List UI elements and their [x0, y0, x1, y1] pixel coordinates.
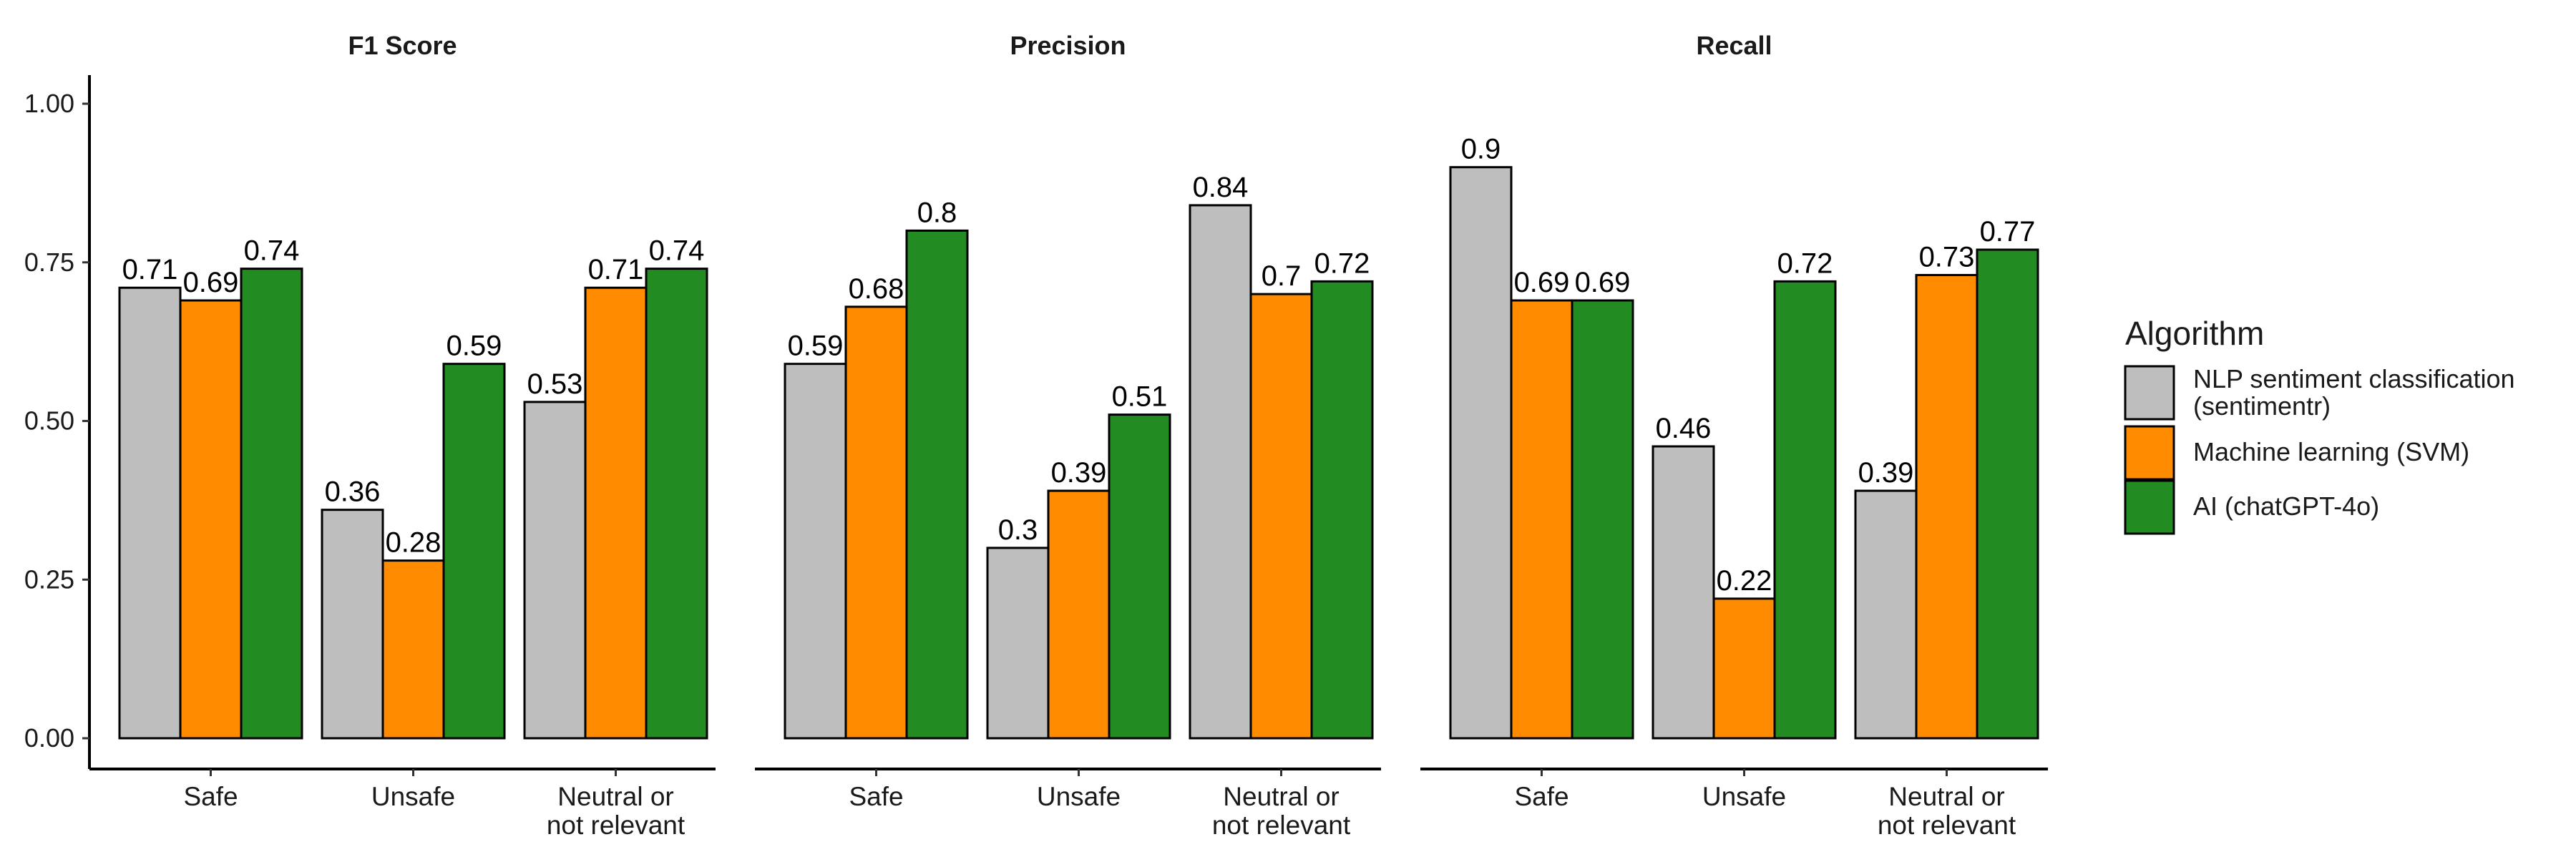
x-tick-label: Unsafe	[371, 782, 455, 811]
data-label: 0.68	[849, 273, 904, 305]
x-tick-label: Unsafe	[1037, 782, 1121, 811]
bar	[1310, 280, 1374, 740]
data-label: 0.39	[1051, 457, 1107, 489]
data-label: 0.46	[1656, 413, 1712, 444]
legend-label: NLP sentiment classification	[2193, 364, 2515, 393]
y-tick-label: 0.25	[24, 564, 74, 594]
data-label: 0.74	[244, 235, 300, 267]
bar	[1773, 280, 1837, 740]
bar	[1571, 299, 1634, 740]
data-label: 0.59	[447, 330, 502, 362]
bar	[784, 363, 847, 740]
y-tick-label: 1.00	[24, 89, 74, 118]
x-tick-label: Neutral or	[557, 782, 673, 811]
bar	[1976, 248, 2039, 740]
x-tick-label: not relevant	[547, 810, 686, 840]
data-label: 0.9	[1461, 134, 1501, 165]
bar	[844, 305, 908, 740]
data-label: 0.39	[1858, 457, 1914, 489]
data-label: 0.71	[588, 254, 644, 285]
x-tick-label: not relevant	[1212, 810, 1351, 840]
legend-label: (sentimentr)	[2193, 391, 2331, 421]
data-label: 0.69	[183, 267, 239, 298]
data-label: 0.72	[1777, 248, 1833, 279]
bar	[179, 299, 243, 740]
bar	[1510, 299, 1574, 740]
x-tick-label: Safe	[849, 782, 903, 811]
x-tick-label: Neutral or	[1888, 782, 2004, 811]
x-tick-label: not relevant	[1878, 810, 2016, 840]
facet-title: Recall	[1696, 31, 1772, 60]
y-tick-label: 0.00	[24, 723, 74, 753]
bar	[1712, 597, 1776, 740]
bar	[1189, 204, 1252, 740]
x-tick-label: Safe	[1514, 782, 1568, 811]
data-label: 0.73	[1919, 241, 1975, 273]
legend-key	[2124, 365, 2175, 421]
bar	[1854, 489, 1918, 740]
data-label: 0.72	[1314, 248, 1370, 279]
bar	[381, 559, 445, 740]
y-tick-label: 0.75	[24, 248, 74, 277]
data-label: 0.3	[998, 514, 1038, 546]
bar	[1915, 273, 1979, 740]
data-label: 0.74	[649, 235, 705, 267]
data-label: 0.22	[1717, 565, 1772, 597]
data-label: 0.51	[1112, 381, 1168, 413]
bar	[1652, 445, 1715, 740]
bar	[442, 363, 506, 740]
data-label: 0.28	[386, 527, 441, 559]
bar	[523, 401, 587, 740]
bar	[645, 268, 708, 740]
bar	[905, 229, 969, 740]
legend-label: Machine learning (SVM)	[2193, 437, 2469, 466]
data-label: 0.8	[917, 197, 957, 228]
data-label: 0.69	[1575, 267, 1631, 298]
data-label: 0.69	[1514, 267, 1570, 298]
x-tick-label: Neutral or	[1223, 782, 1339, 811]
bar	[240, 268, 303, 740]
bar	[1108, 413, 1171, 740]
x-tick-label: Safe	[183, 782, 238, 811]
legend-label: AI (chatGPT-4o)	[2193, 491, 2379, 521]
x-tick-label: Unsafe	[1702, 782, 1786, 811]
legend-title: Algorithm	[2125, 315, 2264, 352]
bar	[1449, 166, 1513, 740]
legend-key	[2124, 425, 2175, 481]
data-label: 0.77	[1980, 216, 2036, 248]
data-label: 0.71	[122, 254, 178, 285]
data-label: 0.53	[527, 368, 583, 400]
y-tick-label: 0.50	[24, 406, 74, 436]
data-label: 0.7	[1262, 260, 1302, 292]
facet-title: F1 Score	[348, 31, 457, 60]
data-label: 0.36	[325, 476, 381, 508]
data-label: 0.59	[788, 330, 844, 362]
data-label: 0.84	[1193, 172, 1249, 203]
bar	[986, 547, 1050, 740]
bar	[321, 509, 384, 740]
bar	[1047, 489, 1111, 740]
facet-title: Precision	[1010, 31, 1126, 60]
bar	[1249, 293, 1313, 740]
bar	[118, 286, 182, 740]
bar	[584, 286, 648, 740]
legend-key	[2124, 479, 2175, 535]
